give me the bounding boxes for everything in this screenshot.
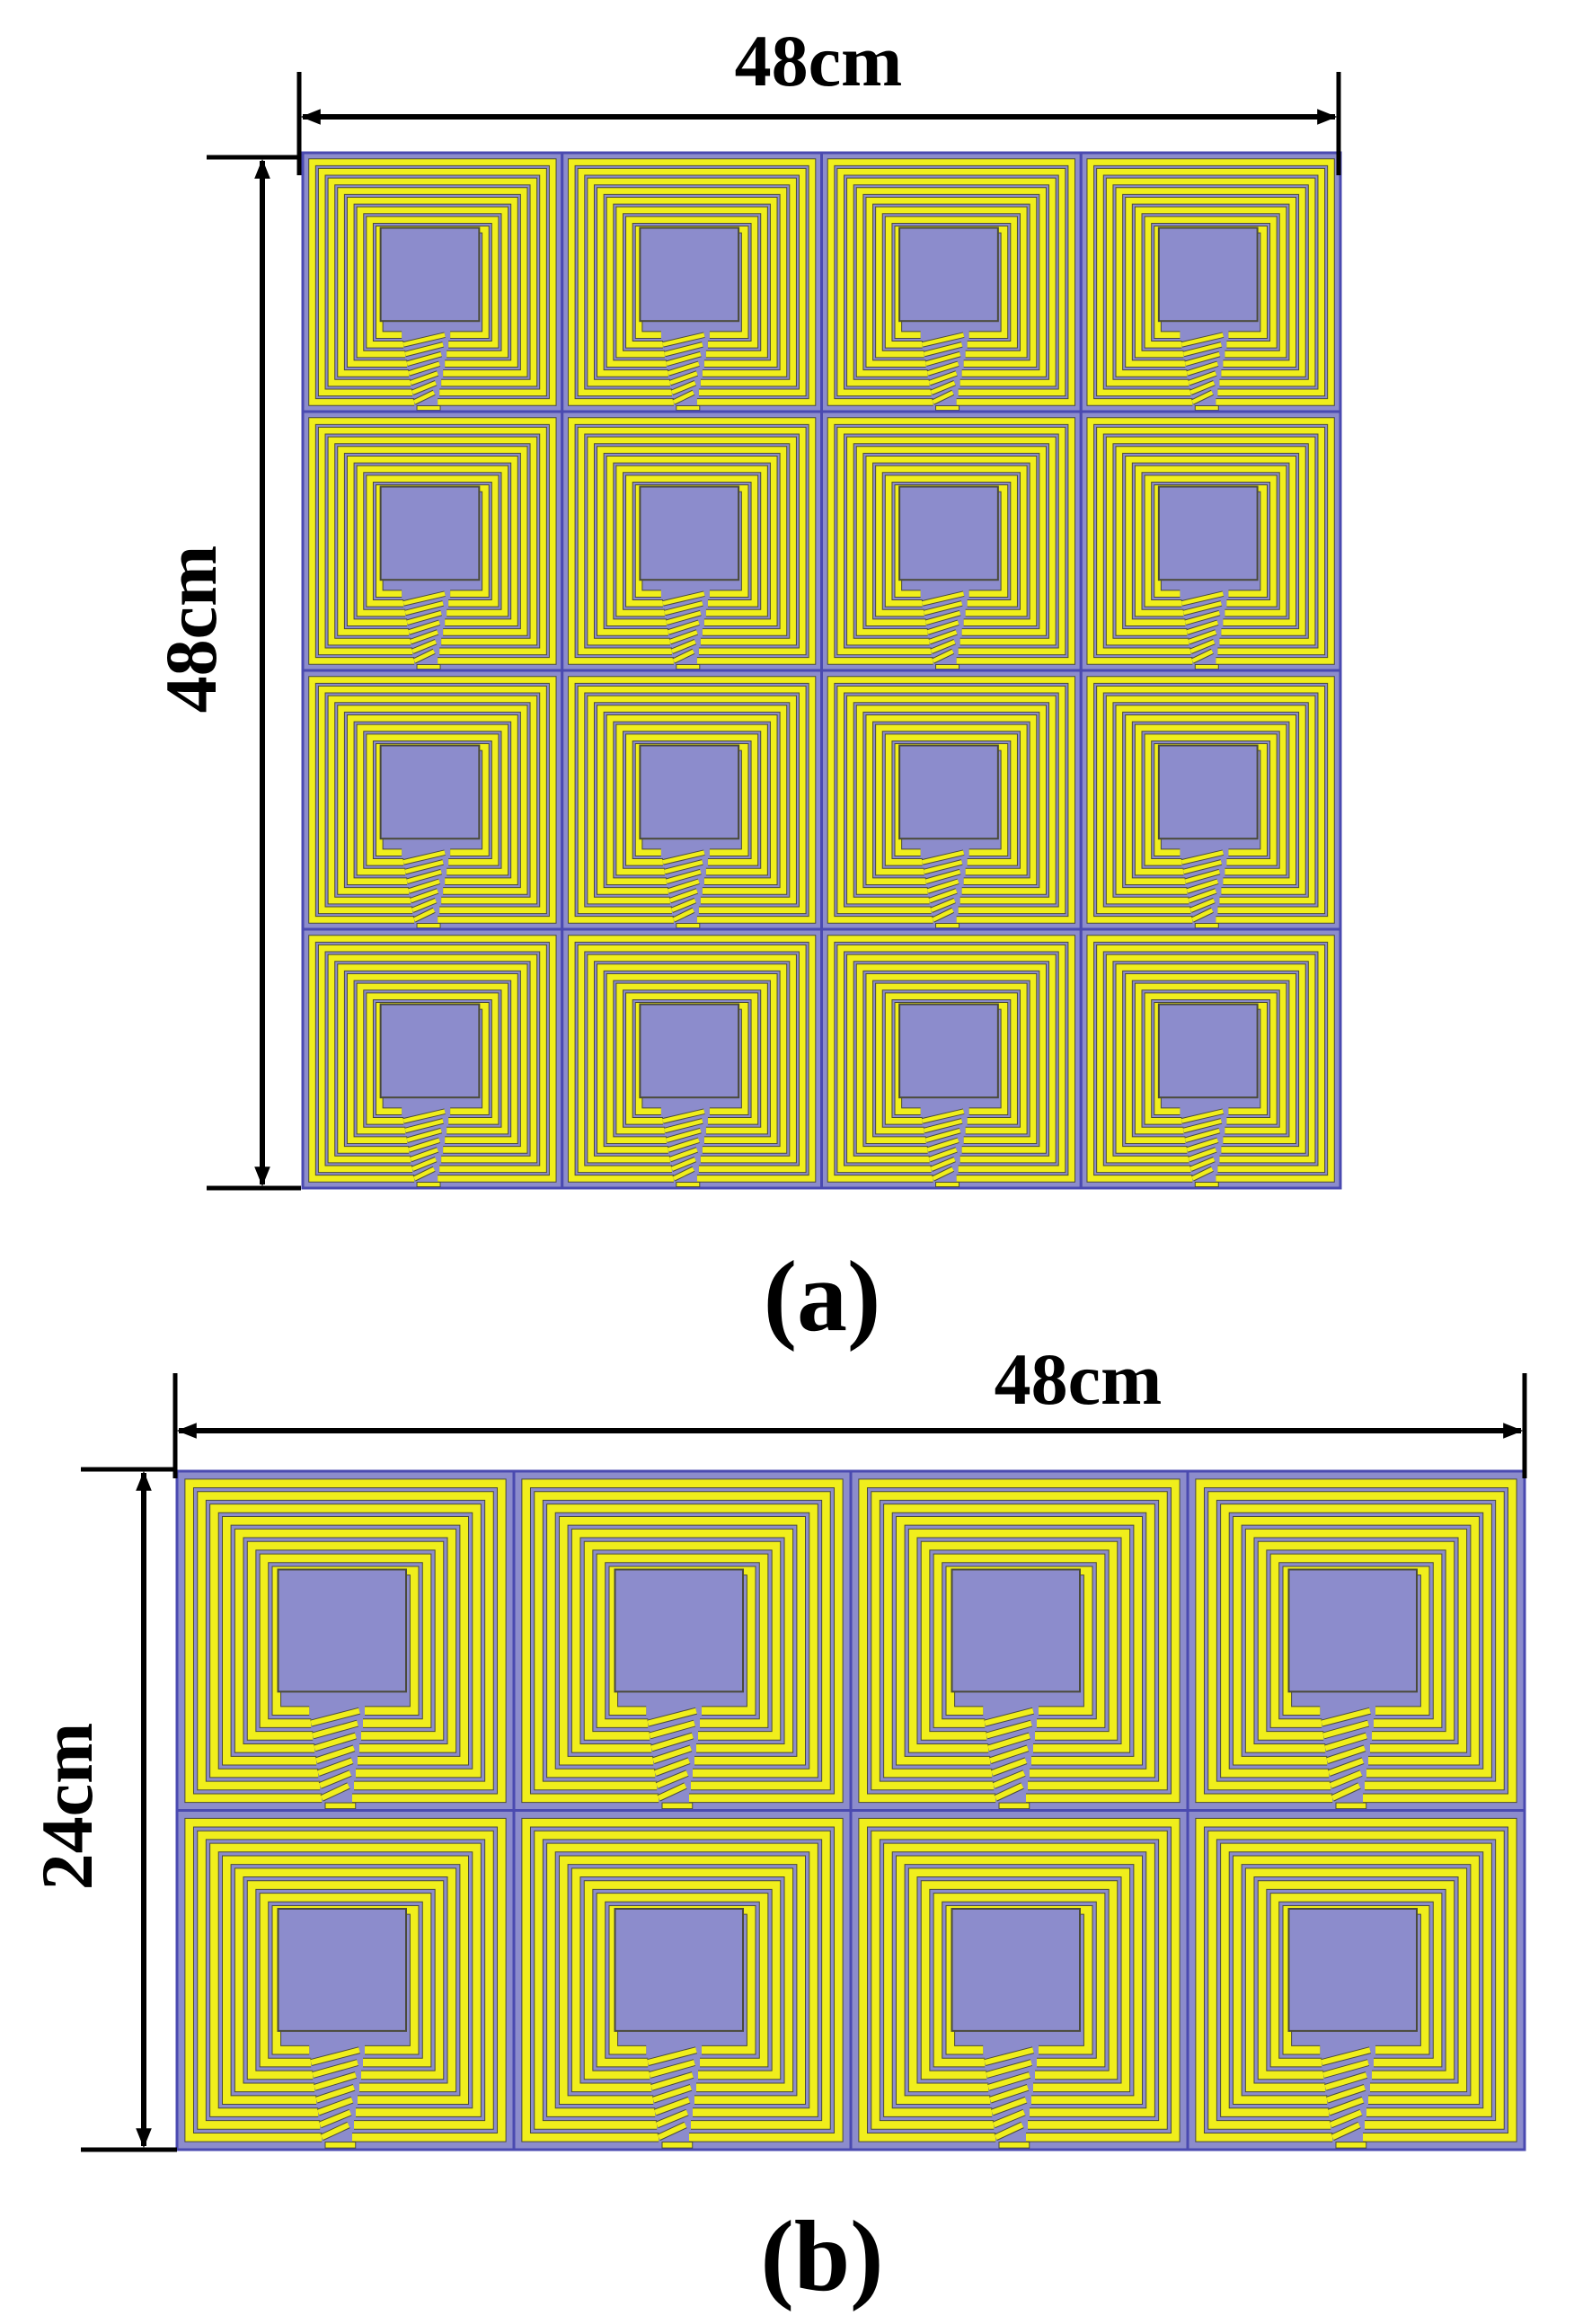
- coil-cell: [849, 1809, 1189, 2151]
- width-dimension-b: 48cm: [172, 1338, 1527, 1478]
- coil-cell: [301, 927, 564, 1190]
- width-label-a: 48cm: [735, 20, 903, 102]
- coil-cell: [820, 669, 1083, 931]
- coil-grid-b: [175, 1469, 1526, 2151]
- coil-cell: [301, 669, 564, 931]
- coil-cell: [175, 1809, 516, 2151]
- coil-cell: [820, 151, 1083, 413]
- panel-b: 48cm 24cm (b): [26, 1338, 1527, 2312]
- coil-cell: [1079, 151, 1342, 413]
- caption-a: (a): [764, 1241, 881, 1353]
- coil-cell: [1186, 1809, 1526, 2151]
- coil-cell: [561, 151, 823, 413]
- coil-cell: [301, 151, 564, 413]
- coil-cell: [1186, 1469, 1526, 1812]
- coil-cell: [561, 927, 823, 1190]
- caption-b: (b): [761, 2201, 884, 2312]
- panel-a: 48cm 48cm (a): [150, 20, 1342, 1353]
- height-dimension-a: 48cm: [150, 155, 301, 1191]
- coil-cell: [175, 1469, 516, 1812]
- height-label-b: 24cm: [26, 1723, 108, 1891]
- coil-cell: [512, 1809, 853, 2151]
- height-dimension-b: 24cm: [26, 1467, 177, 2152]
- coil-cell: [561, 410, 823, 672]
- coil-cell: [512, 1469, 853, 1812]
- coil-cell: [820, 410, 1083, 672]
- coil-cell: [561, 669, 823, 931]
- coil-grid-a: [301, 151, 1342, 1190]
- coil-cell: [1079, 927, 1342, 1190]
- coil-cell: [301, 410, 564, 672]
- coil-cell: [820, 927, 1083, 1190]
- width-label-b: 48cm: [995, 1338, 1163, 1420]
- height-label-a: 48cm: [150, 546, 232, 714]
- coil-cell: [849, 1469, 1189, 1812]
- coil-cell: [1079, 410, 1342, 672]
- coil-cell: [1079, 669, 1342, 931]
